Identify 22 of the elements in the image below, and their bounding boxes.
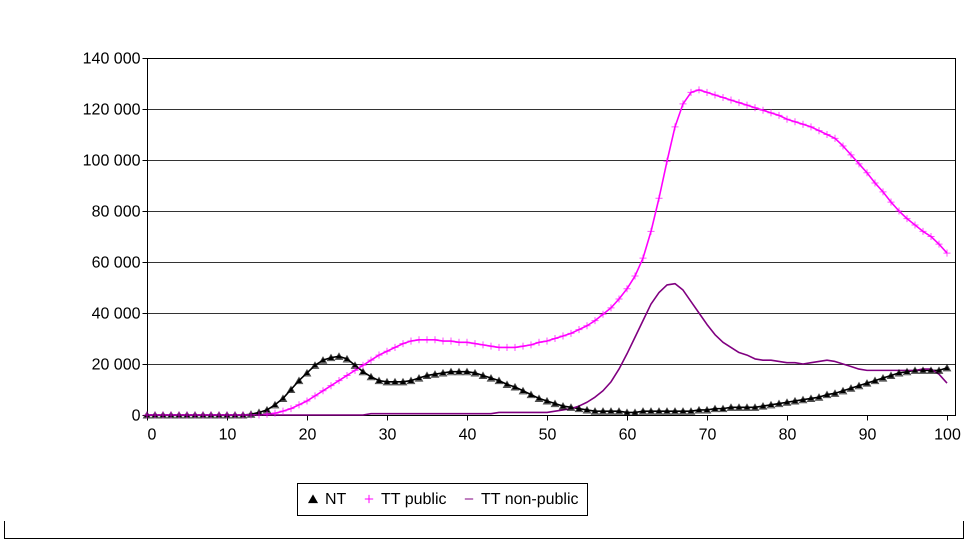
y-tick-label: 60 000 [92, 254, 141, 272]
x-tick-label: 10 [218, 426, 236, 444]
x-tick-label: 100 [934, 426, 961, 444]
x-tick-label: 40 [458, 426, 476, 444]
legend-label: TT non-public [481, 491, 579, 508]
x-tick-label: 70 [698, 426, 716, 444]
y-tick-label: 140 000 [82, 50, 141, 68]
x-tick-label: 80 [778, 426, 796, 444]
y-tick-label: 0 [132, 408, 141, 424]
y-tick-label: 40 000 [92, 306, 141, 322]
legend-label: TT public [381, 491, 447, 508]
x-tick-label: 90 [858, 426, 876, 444]
y-tick-label: 100 000 [82, 152, 141, 170]
x-tick-label: 0 [148, 426, 156, 444]
x-tick-label: 20 [298, 426, 316, 444]
y-tick-label: 120 000 [82, 102, 141, 118]
y-tick-label: 80 000 [92, 204, 141, 220]
y-tick-label: 20 000 [92, 356, 141, 374]
x-tick-label: 50 [538, 426, 556, 444]
x-tick-label: 60 [618, 426, 636, 444]
x-tick-label: 30 [378, 426, 396, 444]
legend-label: NT [325, 491, 347, 508]
